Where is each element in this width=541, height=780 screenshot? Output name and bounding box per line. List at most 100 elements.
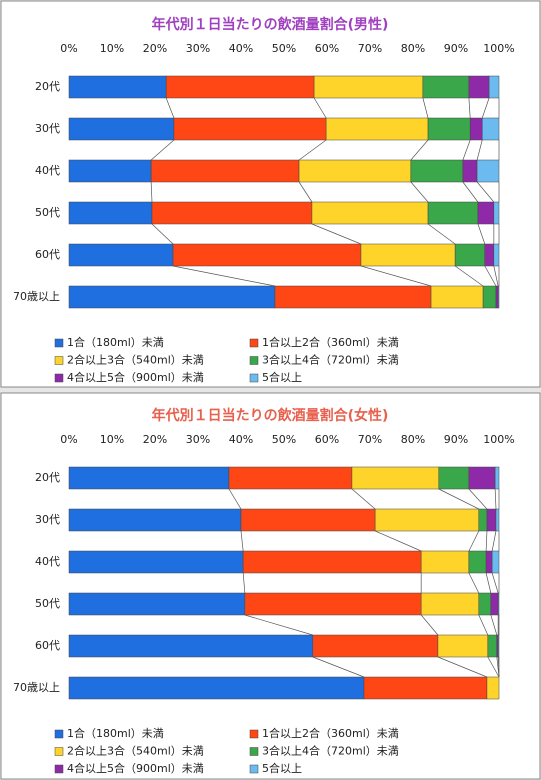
connector	[228, 488, 242, 510]
legend-swatch	[54, 356, 64, 365]
connector	[485, 530, 488, 552]
bar-segment	[488, 75, 500, 99]
bar-segment	[68, 201, 153, 225]
connector	[150, 181, 153, 203]
connector	[298, 139, 327, 161]
bar-segment	[68, 159, 152, 183]
bar-segment	[427, 201, 479, 225]
bar-segment	[312, 634, 439, 658]
x-tick-label: 20%	[143, 42, 167, 55]
connector	[313, 97, 327, 119]
connector	[150, 139, 175, 161]
connector	[462, 139, 471, 161]
bar-segment	[313, 75, 424, 99]
x-tick-label: 90%	[444, 42, 468, 55]
connector	[151, 223, 174, 245]
bar-segment	[486, 676, 500, 700]
y-tick-label: 30代	[35, 513, 60, 526]
bar-segment	[68, 634, 314, 658]
y-tick-label: 60代	[35, 248, 60, 261]
connector	[468, 97, 471, 119]
bar-segment	[420, 550, 470, 574]
bar-segment	[68, 243, 174, 267]
connector	[360, 265, 432, 287]
bar-segment	[437, 634, 489, 658]
bar-segment	[468, 550, 487, 574]
bar-segment	[477, 201, 495, 225]
bar-segment	[497, 285, 500, 309]
legend-swatch	[249, 373, 259, 383]
bar-segment	[478, 508, 488, 532]
x-tick-label: 70%	[358, 42, 382, 55]
bar-segment	[360, 243, 456, 267]
bar-segment	[491, 550, 500, 574]
bar-segment	[468, 75, 490, 99]
legend-swatch	[54, 338, 64, 348]
bar-segment	[68, 75, 167, 99]
connector	[242, 572, 246, 594]
legend-label: 5合以上	[262, 370, 302, 384]
bar-segment	[482, 285, 497, 309]
connector	[484, 265, 497, 287]
legend-label: 2合以上3合（540ml）未満	[67, 353, 204, 367]
legend-label: 5合以上	[262, 761, 302, 775]
x-tick-label: 30%	[186, 433, 210, 446]
bar-segment	[363, 676, 488, 700]
bar-segment	[497, 592, 500, 616]
bar-segment	[374, 508, 480, 532]
bar-segment	[244, 592, 422, 616]
x-tick-label: 10%	[100, 433, 124, 446]
legend-label: 3合以上4合（720ml）未満	[262, 353, 399, 367]
y-tick-label: 50代	[35, 206, 60, 219]
bar-segment	[68, 117, 175, 141]
connector	[240, 530, 244, 552]
legend-swatch	[54, 747, 64, 756]
bar-segment	[481, 117, 500, 141]
connector	[410, 139, 429, 161]
connector	[244, 614, 313, 636]
connector	[468, 488, 488, 510]
bar-segment	[165, 75, 315, 99]
bar-segment	[68, 592, 246, 616]
x-tick-label: 60%	[315, 42, 339, 55]
connector	[351, 488, 376, 510]
connector	[477, 223, 486, 245]
y-tick-label: 20代	[35, 471, 60, 484]
bar-segment	[490, 592, 499, 616]
bar-segment	[495, 508, 500, 532]
connector	[422, 97, 429, 119]
panel	[0, 392, 541, 780]
legend-swatch	[249, 764, 259, 774]
x-tick-label: 70%	[358, 433, 382, 446]
bar-segment	[240, 508, 376, 532]
bar-segment	[427, 117, 471, 141]
legend-label: 1合（180ml）未満	[67, 335, 164, 349]
legend-swatch	[249, 356, 259, 365]
bar-segment	[497, 634, 500, 658]
bar-segment	[410, 159, 464, 183]
bar-segment	[495, 285, 499, 309]
bar-segment	[486, 508, 497, 532]
connector	[438, 488, 479, 510]
connector	[490, 614, 498, 636]
bar-segment	[422, 75, 470, 99]
bar-segment	[469, 117, 483, 141]
bar-segment	[298, 159, 412, 183]
bar-segment	[150, 159, 300, 183]
bar-segment	[68, 508, 242, 532]
bar-segment	[476, 159, 500, 183]
legend-label: 2合以上3合（540ml）未満	[67, 744, 204, 758]
bar-segment	[172, 243, 362, 267]
x-tick-label: 40%	[229, 433, 253, 446]
x-tick-label: 0%	[60, 42, 77, 55]
bar-segment	[151, 201, 313, 225]
legend-label: 4合以上5合（900ml）未満	[67, 761, 204, 775]
bar-segment	[242, 550, 422, 574]
connector	[311, 223, 362, 245]
bar-segment	[274, 285, 432, 309]
y-tick-label: 40代	[35, 164, 60, 177]
x-tick-label: 90%	[444, 433, 468, 446]
x-tick-label: 80%	[401, 42, 425, 55]
